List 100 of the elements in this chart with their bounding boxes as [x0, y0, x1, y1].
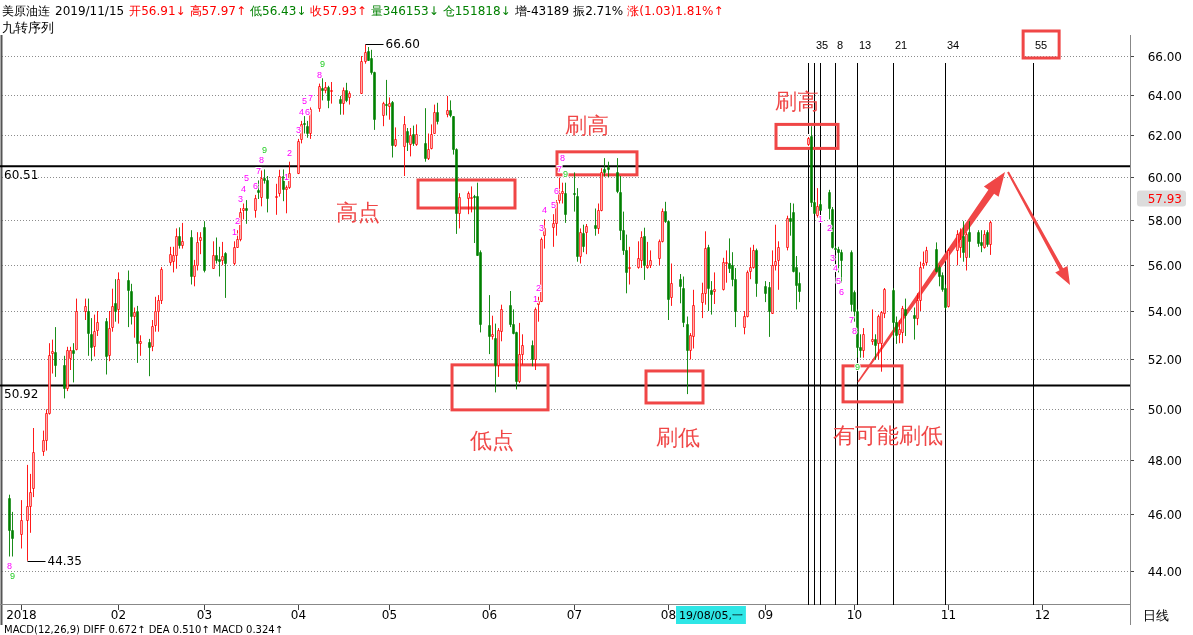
- candlestick: [178, 226, 181, 250]
- candlestick: [670, 263, 673, 307]
- candlestick: [819, 199, 822, 211]
- candlestick: [643, 227, 646, 281]
- candlestick: [977, 229, 980, 248]
- annotation: 2: [535, 282, 542, 293]
- candlestick: [862, 327, 865, 359]
- candlestick: [20, 499, 23, 549]
- candlestick: [436, 102, 439, 125]
- candlestick: [640, 230, 643, 269]
- candlestick: [327, 85, 330, 109]
- annotation: 9: [9, 570, 16, 581]
- y-tick-label: 48.00: [1147, 453, 1182, 468]
- text: 开56.91↓: [129, 4, 186, 18]
- y-tick-label: 50.00: [1147, 402, 1182, 417]
- annotation: 5: [243, 173, 250, 184]
- x-tick-label: 12: [1034, 608, 1051, 622]
- chart-title: 美原油连: [2, 4, 50, 18]
- candlestick: [348, 90, 351, 106]
- candlestick: [391, 100, 394, 158]
- candlestick: [956, 229, 959, 266]
- candlestick: [345, 82, 348, 103]
- x-tick-label: 07: [566, 608, 583, 622]
- candlestick: [458, 192, 461, 229]
- candlestick: [491, 315, 494, 341]
- chart-subtitle: 2019/11/15: [55, 4, 125, 18]
- annotation: 6: [838, 286, 845, 297]
- ref-line-label: 55: [1035, 39, 1048, 51]
- y-tick-label: 52.00: [1147, 352, 1182, 367]
- candlestick: [412, 125, 415, 147]
- candlestick: [531, 340, 534, 367]
- candlestick: [682, 276, 685, 328]
- candlestick: [26, 464, 29, 562]
- candlestick: [309, 106, 312, 140]
- candlestick: [8, 494, 11, 557]
- candlestick: [330, 81, 333, 105]
- candlestick: [446, 95, 449, 118]
- candlestick: [989, 220, 992, 256]
- annotation: 8: [316, 69, 323, 80]
- y-tick-label: 60.00: [1147, 170, 1182, 185]
- candlestick: [388, 96, 391, 121]
- annotation: 1: [817, 214, 824, 225]
- y-tick-label: 54.00: [1147, 304, 1182, 319]
- candlestick: [382, 101, 385, 127]
- candlestick: [212, 240, 215, 270]
- candlestick: [816, 187, 819, 219]
- annotation: 8: [6, 560, 13, 571]
- annotation: 3: [829, 252, 836, 263]
- x-tick-label: 08: [660, 608, 677, 622]
- text: 57.93: [1147, 191, 1182, 206]
- annotation: 9: [562, 168, 569, 179]
- text: 仓151818↓: [442, 4, 511, 18]
- candlestick: [925, 246, 928, 266]
- x-tick-label: 02: [110, 608, 127, 622]
- candlestick: [983, 229, 986, 250]
- candlestick: [321, 77, 324, 101]
- candlestick: [707, 244, 710, 312]
- text: 低56.43↓: [250, 4, 307, 18]
- candlestick: [406, 127, 409, 152]
- text: 高57.97↑: [189, 4, 247, 18]
- ref-line-label: 50.92: [4, 387, 39, 402]
- annotation: 3: [237, 194, 244, 205]
- candlestick: [66, 346, 69, 392]
- text: 19/08/05,一: [679, 608, 743, 622]
- ref-line-label: 21: [895, 39, 908, 51]
- annotation: 7: [848, 315, 855, 326]
- candlestick: [403, 115, 406, 177]
- annotation: 低点: [470, 427, 515, 453]
- annotation: 7: [556, 163, 563, 174]
- y-tick-label: 56.00: [1147, 258, 1182, 273]
- annotation: 7: [255, 166, 262, 177]
- y-tick-label: 44.00: [1147, 564, 1182, 579]
- candlestick: [962, 220, 965, 263]
- candlestick: [181, 222, 184, 250]
- annotation: 刷低: [656, 424, 701, 450]
- y-tick-label: 62.00: [1147, 128, 1182, 143]
- annotation: 4: [298, 106, 305, 117]
- text: 量346153↓: [370, 4, 439, 18]
- candlestick: [837, 246, 840, 273]
- annotation: 44.35: [47, 553, 82, 568]
- candlestick: [117, 271, 120, 325]
- annotation: 5: [835, 276, 842, 287]
- y-tick-label: 66.00: [1147, 49, 1182, 64]
- text: 九转序列: [2, 19, 54, 35]
- candlestick: [713, 271, 716, 305]
- candlestick: [628, 246, 631, 285]
- candlestick: [318, 83, 321, 113]
- candlestick: [139, 334, 142, 357]
- annotation: 3: [538, 223, 545, 234]
- candlestick: [603, 157, 606, 178]
- candlestick: [339, 95, 342, 116]
- text: 振2.71%: [573, 4, 624, 18]
- candlestick: [585, 223, 588, 255]
- annotation: 6: [252, 180, 259, 191]
- x-tick-label: 04: [290, 608, 307, 622]
- candlestick: [786, 215, 789, 251]
- annotation: 2: [234, 216, 241, 227]
- annotation: 6: [304, 106, 311, 117]
- candlestick: [54, 326, 57, 378]
- candlestick: [874, 333, 877, 360]
